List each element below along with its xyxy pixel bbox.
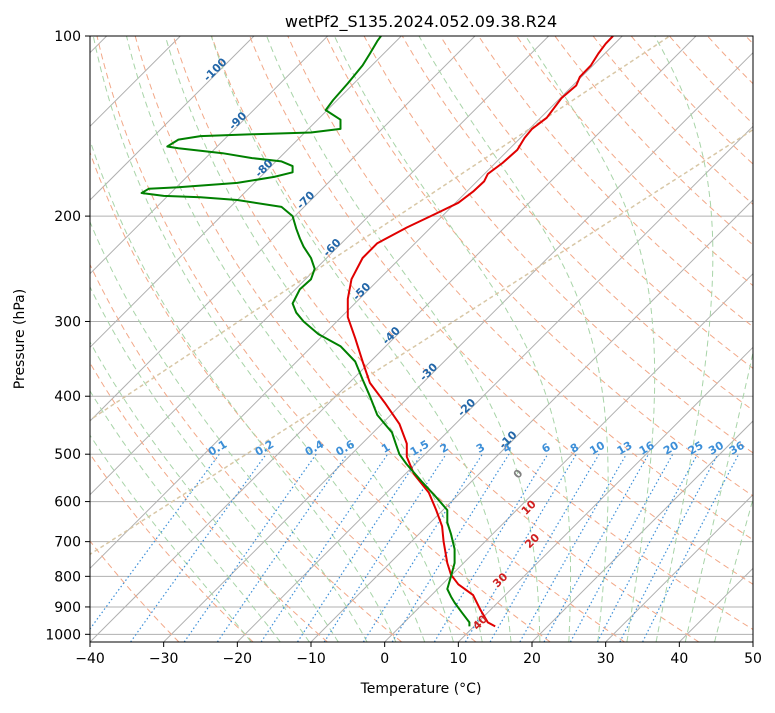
y-tick-label: 400 [54,389,81,405]
y-tick-label: 500 [54,447,81,463]
y-tick-label: 300 [54,314,81,330]
x-tick-label: 10 [449,651,467,667]
x-tick-label: 20 [523,651,541,667]
x-tick-label: −10 [296,651,326,667]
y-tick-label: 800 [54,569,81,585]
y-tick-label: 200 [54,209,81,225]
x-tick-label: −40 [75,651,105,667]
x-tick-label: 50 [744,651,762,667]
x-tick-label: 0 [380,651,389,667]
x-axis-label: Temperature (°C) [360,681,482,697]
chart-title: wetPf2_S135.2024.052.09.38.R24 [285,12,557,32]
y-axis-label: Pressure (hPa) [12,289,28,389]
y-tick-label: 600 [54,495,81,511]
y-tick-label: 900 [54,600,81,616]
x-tick-label: −30 [149,651,179,667]
y-tick-label: 700 [54,535,81,551]
x-tick-label: 30 [597,651,615,667]
y-tick-label: 100 [54,29,81,45]
x-tick-label: 40 [670,651,688,667]
y-tick-label: 1000 [45,627,81,643]
x-tick-label: −20 [223,651,253,667]
